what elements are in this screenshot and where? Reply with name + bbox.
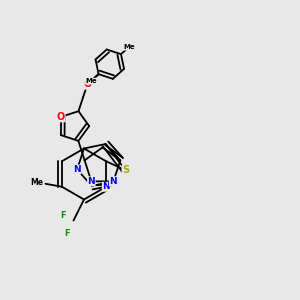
Text: F: F xyxy=(60,212,66,220)
Text: N: N xyxy=(110,177,117,186)
Text: F: F xyxy=(65,230,70,238)
Text: N: N xyxy=(88,177,95,186)
Text: N: N xyxy=(73,165,81,174)
Text: O: O xyxy=(83,79,92,89)
Text: Me: Me xyxy=(85,78,97,84)
Text: S: S xyxy=(122,165,129,175)
Text: N: N xyxy=(102,182,110,191)
Text: N: N xyxy=(110,177,117,186)
Text: Me: Me xyxy=(31,178,44,187)
Text: Me: Me xyxy=(123,44,135,50)
Text: O: O xyxy=(57,112,65,122)
